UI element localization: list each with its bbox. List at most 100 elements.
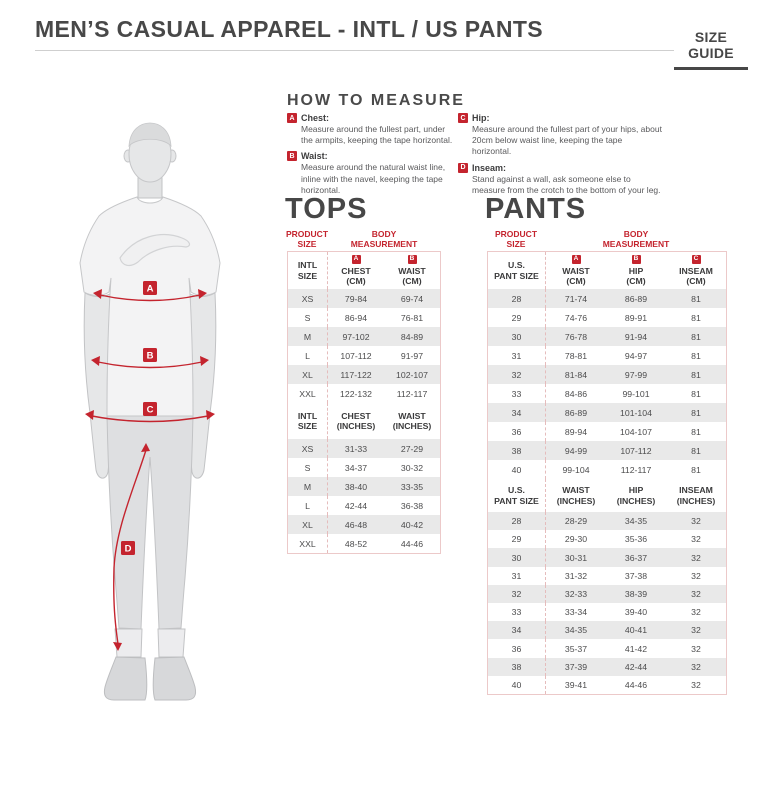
header-line: MEASUREMENT	[350, 239, 418, 250]
inseam-marker-badge	[121, 541, 135, 555]
table-cell: 35-36	[624, 534, 648, 545]
figure-shoe-right	[152, 656, 197, 701]
table-cell: 30-32	[400, 462, 424, 473]
table-row: 30 76-78 91-94 81	[488, 327, 726, 346]
column-header-line: CHEST	[341, 410, 371, 421]
measurement-figure: A B C D	[50, 108, 250, 708]
table-row: 40 39-41 44-46 32	[488, 675, 726, 695]
table-row: S 86-94 76-81	[288, 308, 440, 327]
measure-lines	[91, 294, 209, 645]
table-header-row: U.S. PANT SIZE A WAIST (CM) B HIP (CM) C INSEAM (C…	[488, 252, 726, 289]
figure-pants	[106, 414, 194, 630]
table-row: S 34-37 30-32	[288, 458, 440, 477]
measure-item-desc: Measure around the fullest part, under t…	[301, 124, 453, 146]
table-header-row: INTL SIZE CHEST (INCHES) WAIST (INCHES)	[288, 403, 440, 439]
table-cell: 89-94	[564, 426, 588, 437]
table-cell: 34-35	[624, 516, 648, 527]
column-header: U.S. PANT SIZE	[488, 479, 546, 512]
measure-badge-b-icon: B	[631, 254, 641, 264]
table-cell: 41-42	[624, 643, 648, 654]
header-line: SIZE	[297, 239, 317, 250]
table-row: 33 84-86 99-101 81	[488, 384, 726, 403]
table-row: 36 89-94 104-107 81	[488, 422, 726, 441]
table-row: 34 34-35 40-41 32	[488, 621, 726, 640]
inseam-measure-line	[113, 449, 147, 645]
table-cell: 104-107	[620, 426, 652, 437]
table-cell: 107-112	[340, 350, 372, 361]
column-header-line: WAIST	[398, 410, 426, 421]
header-line: SIZE	[506, 239, 526, 250]
column-header: INTL SIZE	[288, 403, 328, 439]
table-cell: 30	[488, 548, 546, 567]
table-cell: XL	[288, 515, 328, 534]
figure-right-arm	[189, 292, 217, 479]
table-cell: 76-78	[564, 331, 588, 342]
column-header: C INSEAM (CM)	[666, 252, 726, 289]
table-cell: 46-48	[344, 519, 368, 530]
hip-measure-line	[91, 415, 209, 423]
column-header-line: WAIST	[398, 265, 426, 276]
table-cell: 40	[488, 460, 546, 479]
size-guide-link[interactable]: SIZE GUIDE	[674, 29, 748, 70]
table-cell: 31	[488, 566, 546, 585]
table-cell: 112-117	[396, 388, 428, 399]
table-row: 31 78-81 94-97 81	[488, 346, 726, 365]
column-header-line: PANT SIZE	[494, 270, 539, 281]
table-cell: 112-117	[620, 464, 652, 475]
how-to-measure-title: HOW TO MEASURE	[287, 92, 465, 109]
column-header: A WAIST (CM)	[546, 252, 606, 289]
table-cell: 34	[488, 621, 546, 640]
hip-marker-letter: C	[147, 405, 154, 416]
header-divider	[35, 50, 674, 51]
table-row: 33 33-34 39-40 32	[488, 603, 726, 622]
table-row: XS 79-84 69-74	[288, 289, 440, 308]
table-cell: 81	[691, 426, 701, 437]
table-cell: 81-84	[564, 369, 588, 380]
table-cell: 34	[488, 403, 546, 422]
table-row: L 42-44 36-38	[288, 496, 440, 515]
table-cell: 33-35	[400, 481, 424, 492]
column-header-line: INSEAM	[679, 485, 713, 496]
letter-badge-d-icon: D	[458, 162, 468, 173]
table-cell: 97-99	[624, 369, 648, 380]
measure-item-desc: Measure around the natural waist line, i…	[301, 162, 446, 195]
table-cell: 28-29	[564, 516, 588, 527]
table-cell: 44-46	[400, 538, 424, 549]
table-cell: S	[288, 308, 328, 327]
table-cell: 32	[691, 679, 701, 690]
page-title: MEN’S CASUAL APPAREL - INTL / US PANTS	[35, 16, 544, 42]
column-header-line: (INCHES)	[676, 495, 716, 506]
table-body: XS 31-33 27-29 S 34-37 30-32 M 38-40 33-35 L 42-44…	[288, 439, 440, 553]
table-cell: 38	[488, 441, 546, 460]
column-header-line: SIZE	[297, 270, 318, 281]
table-row: 36 35-37 41-42 32	[488, 639, 726, 658]
column-header-line: SIZE	[297, 421, 318, 431]
measure-item-hip: C Hip: Measure around the fullest part o…	[458, 113, 707, 158]
pants-section-title: PANTS	[485, 193, 587, 225]
table-cell: 91-97	[400, 350, 424, 361]
table-row: L 107-112 91-97	[288, 346, 440, 365]
column-header-line: CHEST	[341, 265, 371, 276]
table-row: 28 71-74 86-89 81	[488, 289, 726, 308]
table-body: 28 28-29 34-35 32 29 29-30 35-36 32 30 30-31 36-37…	[488, 512, 726, 695]
table-cell: 38-40	[344, 481, 368, 492]
table-cell: XL	[288, 365, 328, 384]
column-header: B HIP (CM)	[606, 252, 666, 289]
table-cell: 117-122	[340, 369, 372, 380]
table-cell: 31-32	[564, 570, 588, 581]
waist-marker-badge	[143, 348, 157, 362]
table-cell: 34-37	[344, 462, 368, 473]
table-cell: 32	[488, 365, 546, 384]
table-cell: 86-94	[344, 312, 368, 323]
table-cell: 81	[691, 350, 701, 361]
column-header-line: (CM)	[626, 276, 646, 286]
table-cell: M	[288, 327, 328, 346]
table-cell: S	[288, 458, 328, 477]
column-header-line: (CM)	[686, 276, 706, 286]
tops-product-size-header: PRODUCT SIZE	[277, 229, 337, 249]
table-cell: 40-42	[400, 519, 424, 530]
table-cell: 99-101	[622, 388, 650, 399]
table-cell: 31	[488, 346, 546, 365]
tops-body-measurement-header: BODY MEASUREMENT	[328, 229, 440, 249]
table-row: 29 29-30 35-36 32	[488, 530, 726, 549]
